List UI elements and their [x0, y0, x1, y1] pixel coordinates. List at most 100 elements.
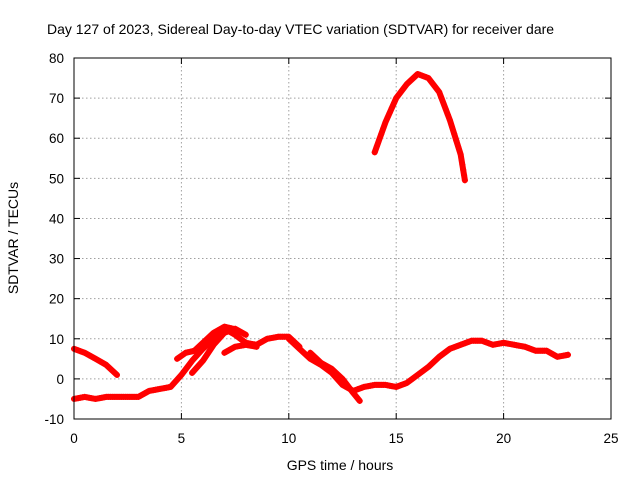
marker-track-2: [197, 348, 204, 355]
marker-track-1: [79, 349, 86, 355]
marker-track-8: [373, 143, 380, 150]
data-point-track-8: [382, 119, 389, 126]
marker-track-6: [434, 355, 440, 362]
marker-track-7: [337, 373, 344, 380]
marker-track-8: [455, 144, 462, 151]
x-tick-label: 0: [70, 431, 78, 446]
marker-track-8: [442, 105, 449, 112]
marker-track-2: [187, 360, 193, 367]
marker-track-6: [552, 352, 559, 359]
marker-track-4: [202, 354, 208, 361]
marker-track-6: [466, 338, 473, 345]
marker-track-3: [208, 331, 215, 338]
marker-track-8: [391, 99, 398, 106]
y-tick-label: 50: [49, 171, 64, 186]
marker-track-8: [458, 156, 465, 163]
y-tick-label: 80: [49, 51, 64, 66]
marker-track-8: [460, 166, 467, 173]
marker-track-2: [262, 337, 269, 343]
marker-track-8: [451, 130, 458, 137]
marker-track-6: [562, 352, 569, 359]
y-tick-label: 10: [49, 332, 64, 347]
marker-track-7: [355, 396, 362, 403]
marker-track-8: [380, 125, 387, 132]
x-tick-label: 5: [178, 431, 186, 446]
y-tick-label: -10: [44, 412, 64, 427]
marker-track-8: [434, 86, 440, 93]
marker-track-8: [386, 109, 393, 116]
x-tick-label: 20: [496, 431, 511, 446]
marker-track-2: [176, 374, 183, 381]
marker-track-8: [453, 137, 460, 144]
y-tick-label: 40: [49, 211, 64, 226]
marker-track-8: [388, 104, 395, 111]
marker-track-1: [101, 360, 108, 367]
marker-track-2: [154, 386, 161, 393]
marker-track-1: [90, 354, 97, 361]
marker-track-3: [198, 341, 205, 348]
marker-track-6: [541, 347, 548, 354]
marker-track-4: [219, 332, 226, 339]
marker-track-7: [326, 364, 333, 371]
marker-track-5: [251, 343, 258, 350]
marker-track-8: [459, 161, 466, 168]
data-point-track-8: [446, 117, 453, 124]
x-tick-label: 25: [603, 431, 618, 446]
marker-track-6: [401, 380, 408, 387]
y-tick-label: 60: [49, 131, 64, 146]
marker-track-8: [440, 100, 447, 107]
marker-track-2: [165, 384, 172, 391]
marker-track-8: [378, 131, 385, 138]
x-axis-label: GPS time / hours: [287, 457, 394, 473]
marker-track-6: [412, 373, 419, 380]
marker-track-6: [358, 384, 365, 391]
marker-track-6: [455, 342, 462, 349]
marker-track-8: [423, 74, 430, 81]
marker-track-8: [438, 94, 445, 101]
marker-track-8: [401, 83, 408, 90]
y-tick-label: 70: [49, 91, 64, 106]
grid: [74, 58, 611, 419]
marker-track-5: [230, 345, 236, 351]
x-tick-label: 10: [281, 431, 296, 446]
marker-track-4: [197, 360, 204, 367]
marker-track-2: [144, 389, 150, 396]
marker-track-1: [111, 369, 118, 376]
marker-track-3: [219, 324, 226, 331]
marker-track-2: [133, 393, 140, 400]
marker-track-6: [519, 343, 526, 350]
x-tick-label: 15: [389, 431, 404, 446]
chart-title: Day 127 of 2023, Sidereal Day-to-day VTE…: [47, 21, 554, 37]
data-point-track-8: [457, 151, 464, 158]
y-tick-label: 30: [49, 252, 64, 267]
marker-track-4: [206, 348, 213, 355]
marker-track-8: [376, 137, 382, 144]
marker-track-7: [348, 387, 355, 394]
marker-track-4: [240, 330, 247, 337]
data-point-track-8: [461, 177, 468, 184]
y-axis-label: SDTVAR / TECUs: [5, 182, 21, 294]
marker-track-8: [449, 124, 455, 130]
marker-track-7: [315, 357, 322, 364]
marker-track-6: [294, 343, 301, 350]
marker-track-3: [189, 348, 196, 355]
axis-ticks: 0 5 10 15 20 25 -10 0 10 20 30 40 50 60 70 80: [44, 51, 618, 446]
marker-track-6: [423, 365, 430, 372]
marker-track-4: [208, 345, 215, 351]
y-tick-label: 0: [56, 372, 64, 387]
marker-track-6: [509, 341, 516, 348]
marker-track-4: [204, 351, 211, 358]
marker-track-3: [181, 351, 187, 357]
y-tick-label: 20: [49, 292, 64, 307]
marker-track-8: [384, 114, 391, 121]
marker-track-8: [444, 111, 451, 118]
marker-track-6: [530, 347, 537, 353]
plot-frame: [73, 57, 612, 420]
data-series: [71, 71, 571, 404]
marker-track-6: [444, 347, 451, 354]
marker-track-6: [477, 337, 483, 344]
marker-track-8: [461, 172, 468, 179]
marker-track-8: [412, 73, 419, 79]
data-point-track-8: [371, 149, 378, 156]
